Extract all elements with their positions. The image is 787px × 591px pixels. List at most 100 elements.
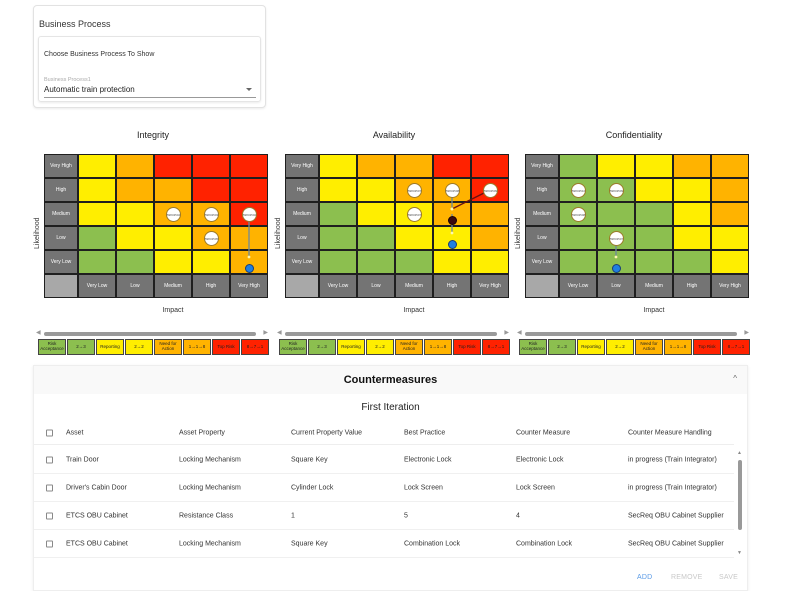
select-all-checkbox[interactable] (46, 429, 53, 436)
risk-cell-orange[interactable] (711, 154, 749, 178)
risk-cell-green[interactable] (319, 226, 357, 250)
risk-cell-yellow[interactable] (597, 154, 635, 178)
column-header-asset[interactable]: Asset (66, 429, 84, 436)
risk-cell-green[interactable] (635, 202, 673, 226)
risk-cell-yellow[interactable] (319, 154, 357, 178)
risk-cell-yellow[interactable] (154, 250, 192, 274)
matrix-horizontal-scrollbar[interactable]: ◀ ▶ (36, 330, 268, 337)
scroll-down-arrow-icon[interactable]: ▼ (737, 550, 742, 556)
risk-marker[interactable]: 59843509 (483, 183, 498, 198)
row-checkbox[interactable] (46, 484, 53, 491)
risk-cell-yellow[interactable] (711, 250, 749, 274)
column-header-current-value[interactable]: Current Property Value (291, 429, 363, 436)
risk-cell-yellow[interactable] (395, 226, 433, 250)
row-checkbox[interactable] (46, 540, 53, 547)
risk-marker[interactable]: 59843508 (571, 207, 586, 222)
risk-cell-yellow[interactable] (711, 226, 749, 250)
risk-marker[interactable]: 59843507 (407, 183, 422, 198)
risk-cell-yellow[interactable] (192, 250, 230, 274)
risk-cell-green[interactable] (395, 250, 433, 274)
scroll-left-arrow-icon[interactable]: ◀ (277, 330, 282, 336)
target-risk-dot[interactable] (245, 264, 254, 273)
risk-marker[interactable]: 59843504 (166, 207, 181, 222)
scroll-left-arrow-icon[interactable]: ◀ (517, 330, 522, 336)
risk-cell-orange[interactable] (673, 154, 711, 178)
risk-cell-orange[interactable] (154, 202, 192, 226)
risk-cell-red[interactable] (433, 154, 471, 178)
risk-cell-red[interactable] (471, 154, 509, 178)
risk-cell-yellow[interactable] (673, 178, 711, 202)
matrix-horizontal-scrollbar[interactable]: ◀ ▶ (277, 330, 509, 337)
target-risk-dot[interactable] (612, 264, 621, 273)
target-risk-dot[interactable] (448, 240, 457, 249)
add-button[interactable]: ADD (637, 574, 653, 581)
risk-marker[interactable]: 59843508 (445, 183, 460, 198)
risk-cell-yellow[interactable] (635, 178, 673, 202)
risk-cell-green[interactable] (78, 226, 116, 250)
scrollbar-thumb[interactable] (285, 332, 497, 336)
risk-cell-yellow[interactable] (433, 250, 471, 274)
risk-marker[interactable]: 59843503 (204, 207, 219, 222)
risk-cell-orange[interactable] (357, 154, 395, 178)
risk-cell-yellow[interactable] (78, 202, 116, 226)
table-row[interactable]: ETCS OBU Cabinet Locking Mechanism Square … (34, 530, 734, 558)
scroll-right-arrow-icon[interactable]: ▶ (263, 330, 268, 336)
risk-marker[interactable]: 59843510 (571, 183, 586, 198)
risk-cell-green[interactable] (559, 250, 597, 274)
risk-cell-green[interactable] (559, 154, 597, 178)
scroll-right-arrow-icon[interactable]: ▶ (504, 330, 509, 336)
row-checkbox[interactable] (46, 456, 53, 463)
risk-cell-orange[interactable] (395, 178, 433, 202)
risk-cell-green[interactable] (78, 250, 116, 274)
risk-marker[interactable]: 59843507 (609, 231, 624, 246)
risk-cell-green[interactable] (319, 250, 357, 274)
risk-cell-green[interactable] (673, 250, 711, 274)
risk-cell-green[interactable] (635, 250, 673, 274)
column-header-best-practice[interactable]: Best Practice (404, 429, 446, 436)
risk-cell-green[interactable] (597, 202, 635, 226)
risk-cell-orange[interactable] (230, 250, 268, 274)
risk-cell-orange[interactable] (711, 178, 749, 202)
row-checkbox[interactable] (46, 512, 53, 519)
risk-cell-yellow[interactable] (78, 154, 116, 178)
dropdown-caret-icon[interactable] (246, 88, 252, 91)
risk-cell-yellow[interactable] (635, 154, 673, 178)
scroll-right-arrow-icon[interactable]: ▶ (744, 330, 749, 336)
remove-button[interactable]: REMOVE (671, 574, 703, 581)
risk-marker[interactable]: 59843502 (242, 207, 257, 222)
risk-cell-yellow[interactable] (319, 178, 357, 202)
risk-cell-orange[interactable] (230, 226, 268, 250)
risk-cell-orange[interactable] (116, 178, 154, 202)
risk-cell-yellow[interactable] (116, 226, 154, 250)
risk-marker[interactable]: 59843509 (609, 183, 624, 198)
column-header-handling[interactable]: Counter Measure Handling (628, 429, 712, 436)
save-button[interactable]: SAVE (719, 574, 738, 581)
risk-cell-orange[interactable] (116, 154, 154, 178)
risk-cell-yellow[interactable] (673, 202, 711, 226)
risk-cell-red[interactable] (192, 178, 230, 202)
scroll-up-arrow-icon[interactable]: ▲ (737, 450, 742, 456)
column-header-counter-measure[interactable]: Counter Measure (516, 429, 571, 436)
risk-cell-yellow[interactable] (471, 250, 509, 274)
risk-cell-orange[interactable] (154, 178, 192, 202)
risk-cell-red[interactable] (154, 154, 192, 178)
countermeasures-header[interactable]: Countermeasures ^ (34, 366, 747, 394)
chevron-up-icon[interactable]: ^ (733, 374, 737, 383)
risk-cell-yellow[interactable] (357, 202, 395, 226)
table-row[interactable]: ETCS OBU Cabinet Resistance Class 1 5 4 SecRe… (34, 502, 734, 530)
risk-marker[interactable]: 59843505 (204, 231, 219, 246)
risk-cell-orange[interactable] (471, 226, 509, 250)
risk-cell-green[interactable] (559, 226, 597, 250)
risk-marker[interactable]: 59843507 (407, 207, 422, 222)
risk-cell-orange[interactable] (395, 154, 433, 178)
table-row[interactable]: Driver's Cabin Door Locking Mechanism Cyli… (34, 474, 734, 502)
scrollbar-thumb[interactable] (44, 332, 256, 336)
risk-cell-red[interactable] (230, 178, 268, 202)
risk-cell-yellow[interactable] (154, 226, 192, 250)
table-scrollbar[interactable]: ▲ ▼ (737, 450, 743, 556)
matrix-horizontal-scrollbar[interactable]: ◀ ▶ (517, 330, 749, 337)
scrollbar-thumb[interactable] (738, 460, 742, 530)
risk-cell-yellow[interactable] (78, 178, 116, 202)
scrollbar-thumb[interactable] (525, 332, 737, 336)
risk-cell-orange[interactable] (711, 202, 749, 226)
